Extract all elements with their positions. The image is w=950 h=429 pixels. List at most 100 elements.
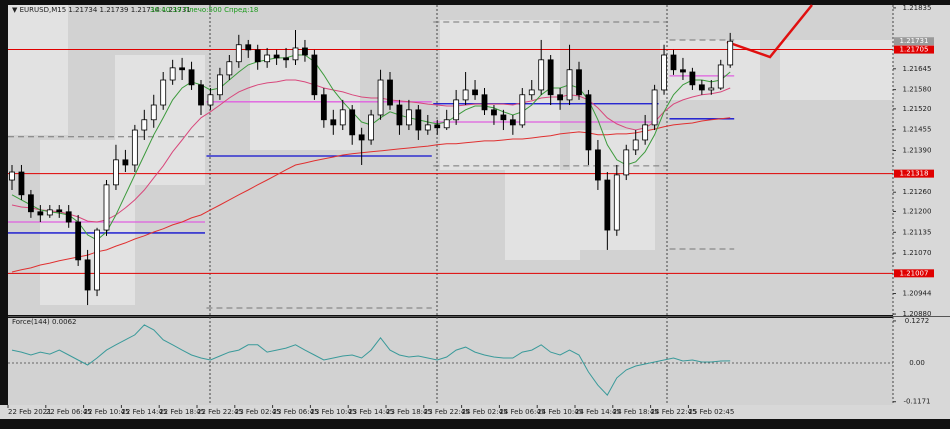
candle-body <box>65 211 72 223</box>
x-tick-label: 24 Feb 14:45 <box>575 408 621 416</box>
indicator-tick-label: -0.1171 <box>903 398 930 406</box>
x-tick-label: 23 Feb 06:45 <box>273 408 319 416</box>
candle-body <box>509 119 516 126</box>
candle-body <box>292 47 299 61</box>
moving-average <box>11 117 731 273</box>
candle-body <box>708 87 715 91</box>
indicator-bg <box>8 318 893 405</box>
candle-body <box>434 124 441 129</box>
candle-body <box>670 54 677 71</box>
period-separators <box>209 5 894 405</box>
y-tick-label: 1.21520 <box>903 105 932 113</box>
candle-body <box>18 171 25 196</box>
candle-body <box>311 54 318 96</box>
candle-body <box>46 209 53 216</box>
x-tick-label: 24 Feb 02:45 <box>462 408 508 416</box>
candle-body <box>254 49 261 63</box>
candle-body <box>103 184 110 231</box>
x-tick-label: 22 Feb 14:45 <box>121 408 167 416</box>
candle-body <box>75 221 82 261</box>
candle-body <box>585 94 592 151</box>
candle-body <box>661 54 667 91</box>
candle-body <box>207 94 214 106</box>
price-label: 1.21731 <box>900 37 929 45</box>
x-tick-label: 22 Feb 06:45 <box>46 408 92 416</box>
candle-body <box>642 124 649 141</box>
candle-body <box>27 194 34 213</box>
force-line <box>11 324 731 396</box>
x-tick-label: 22 Feb 18:45 <box>159 408 205 416</box>
candle-body <box>179 67 186 71</box>
candle-body <box>264 54 271 63</box>
x-tick-label: 24 Feb 06:45 <box>499 408 545 416</box>
time-axis-bg <box>0 405 950 419</box>
candle-body <box>595 149 601 181</box>
candle-body <box>689 71 696 86</box>
candle-body <box>302 47 308 56</box>
candle-body <box>358 134 365 141</box>
candle-body <box>235 44 242 63</box>
candle-body <box>377 79 384 116</box>
candle-body <box>273 54 280 59</box>
candle-body <box>396 104 403 126</box>
y-tick-label: 1.21260 <box>903 188 932 196</box>
candle-body <box>680 69 686 73</box>
candle-body <box>94 229 100 291</box>
candle-body <box>613 174 620 231</box>
x-tick-label: 23 Feb 14:45 <box>348 408 394 416</box>
y-tick-label: 1.21835 <box>903 4 932 12</box>
x-tick-label: 23 Feb 02:45 <box>235 408 281 416</box>
shade-boxes <box>8 5 893 305</box>
level-label: 1.21318 <box>900 170 929 178</box>
x-tick-label: 25 Feb 02:45 <box>688 408 734 416</box>
y-tick-label: 1.20880 <box>903 310 932 318</box>
candle-body <box>37 211 44 216</box>
candle-body <box>198 84 204 106</box>
y-tick-label: 1.21645 <box>903 65 932 73</box>
candle-body <box>547 59 554 96</box>
candle-body <box>576 69 582 96</box>
candle-body <box>56 209 63 213</box>
candle-body <box>226 61 233 76</box>
x-tick-label: 24 Feb 10:45 <box>537 408 583 416</box>
candle-body <box>150 104 157 121</box>
x-tick-label: 22 Feb 10:45 <box>84 408 130 416</box>
candle-body <box>717 64 724 89</box>
candle-body <box>113 159 119 186</box>
candle-body <box>727 40 734 66</box>
candle-body <box>453 99 460 121</box>
candle-body <box>405 109 412 126</box>
candle-body <box>84 259 91 291</box>
candle-body <box>651 89 658 126</box>
candle-body <box>169 67 176 81</box>
status: 36:40:39 Плечо:500 Спред:18 <box>150 6 258 14</box>
x-tick-label: 22 Feb 22:45 <box>197 408 243 416</box>
candle-body <box>623 149 630 176</box>
candle-body <box>443 119 450 129</box>
candle-body <box>557 94 563 101</box>
candle-body <box>131 129 138 166</box>
candle-body <box>462 89 469 101</box>
x-tick-label: 24 Feb 18:45 <box>613 408 659 416</box>
price-axis-bg <box>893 5 950 405</box>
candle-body <box>122 159 129 166</box>
x-tick-label: 23 Feb 10:45 <box>310 408 356 416</box>
candle-body <box>528 89 535 96</box>
candle-body <box>368 114 375 141</box>
candle-body <box>349 109 356 136</box>
x-tick-label: 24 Feb 22:45 <box>651 408 697 416</box>
candle-body <box>330 119 337 126</box>
x-tick-label: 22 Feb 2021 <box>8 408 52 416</box>
header: ▼ EURUSD,M15 1.21734 1.21739 1.21714 1.2… <box>12 6 191 14</box>
candle-body <box>698 84 705 91</box>
candle-body <box>9 171 15 181</box>
level-label: 1.21007 <box>900 269 929 277</box>
candle-body <box>481 94 488 111</box>
y-tick-label: 1.21070 <box>903 249 932 257</box>
y-tick-label: 1.21200 <box>903 207 932 215</box>
x-tick-label: 23 Feb 18:45 <box>386 408 432 416</box>
indicator-title: Force(144) 0.0062 <box>12 318 76 326</box>
candle-body <box>415 109 422 131</box>
